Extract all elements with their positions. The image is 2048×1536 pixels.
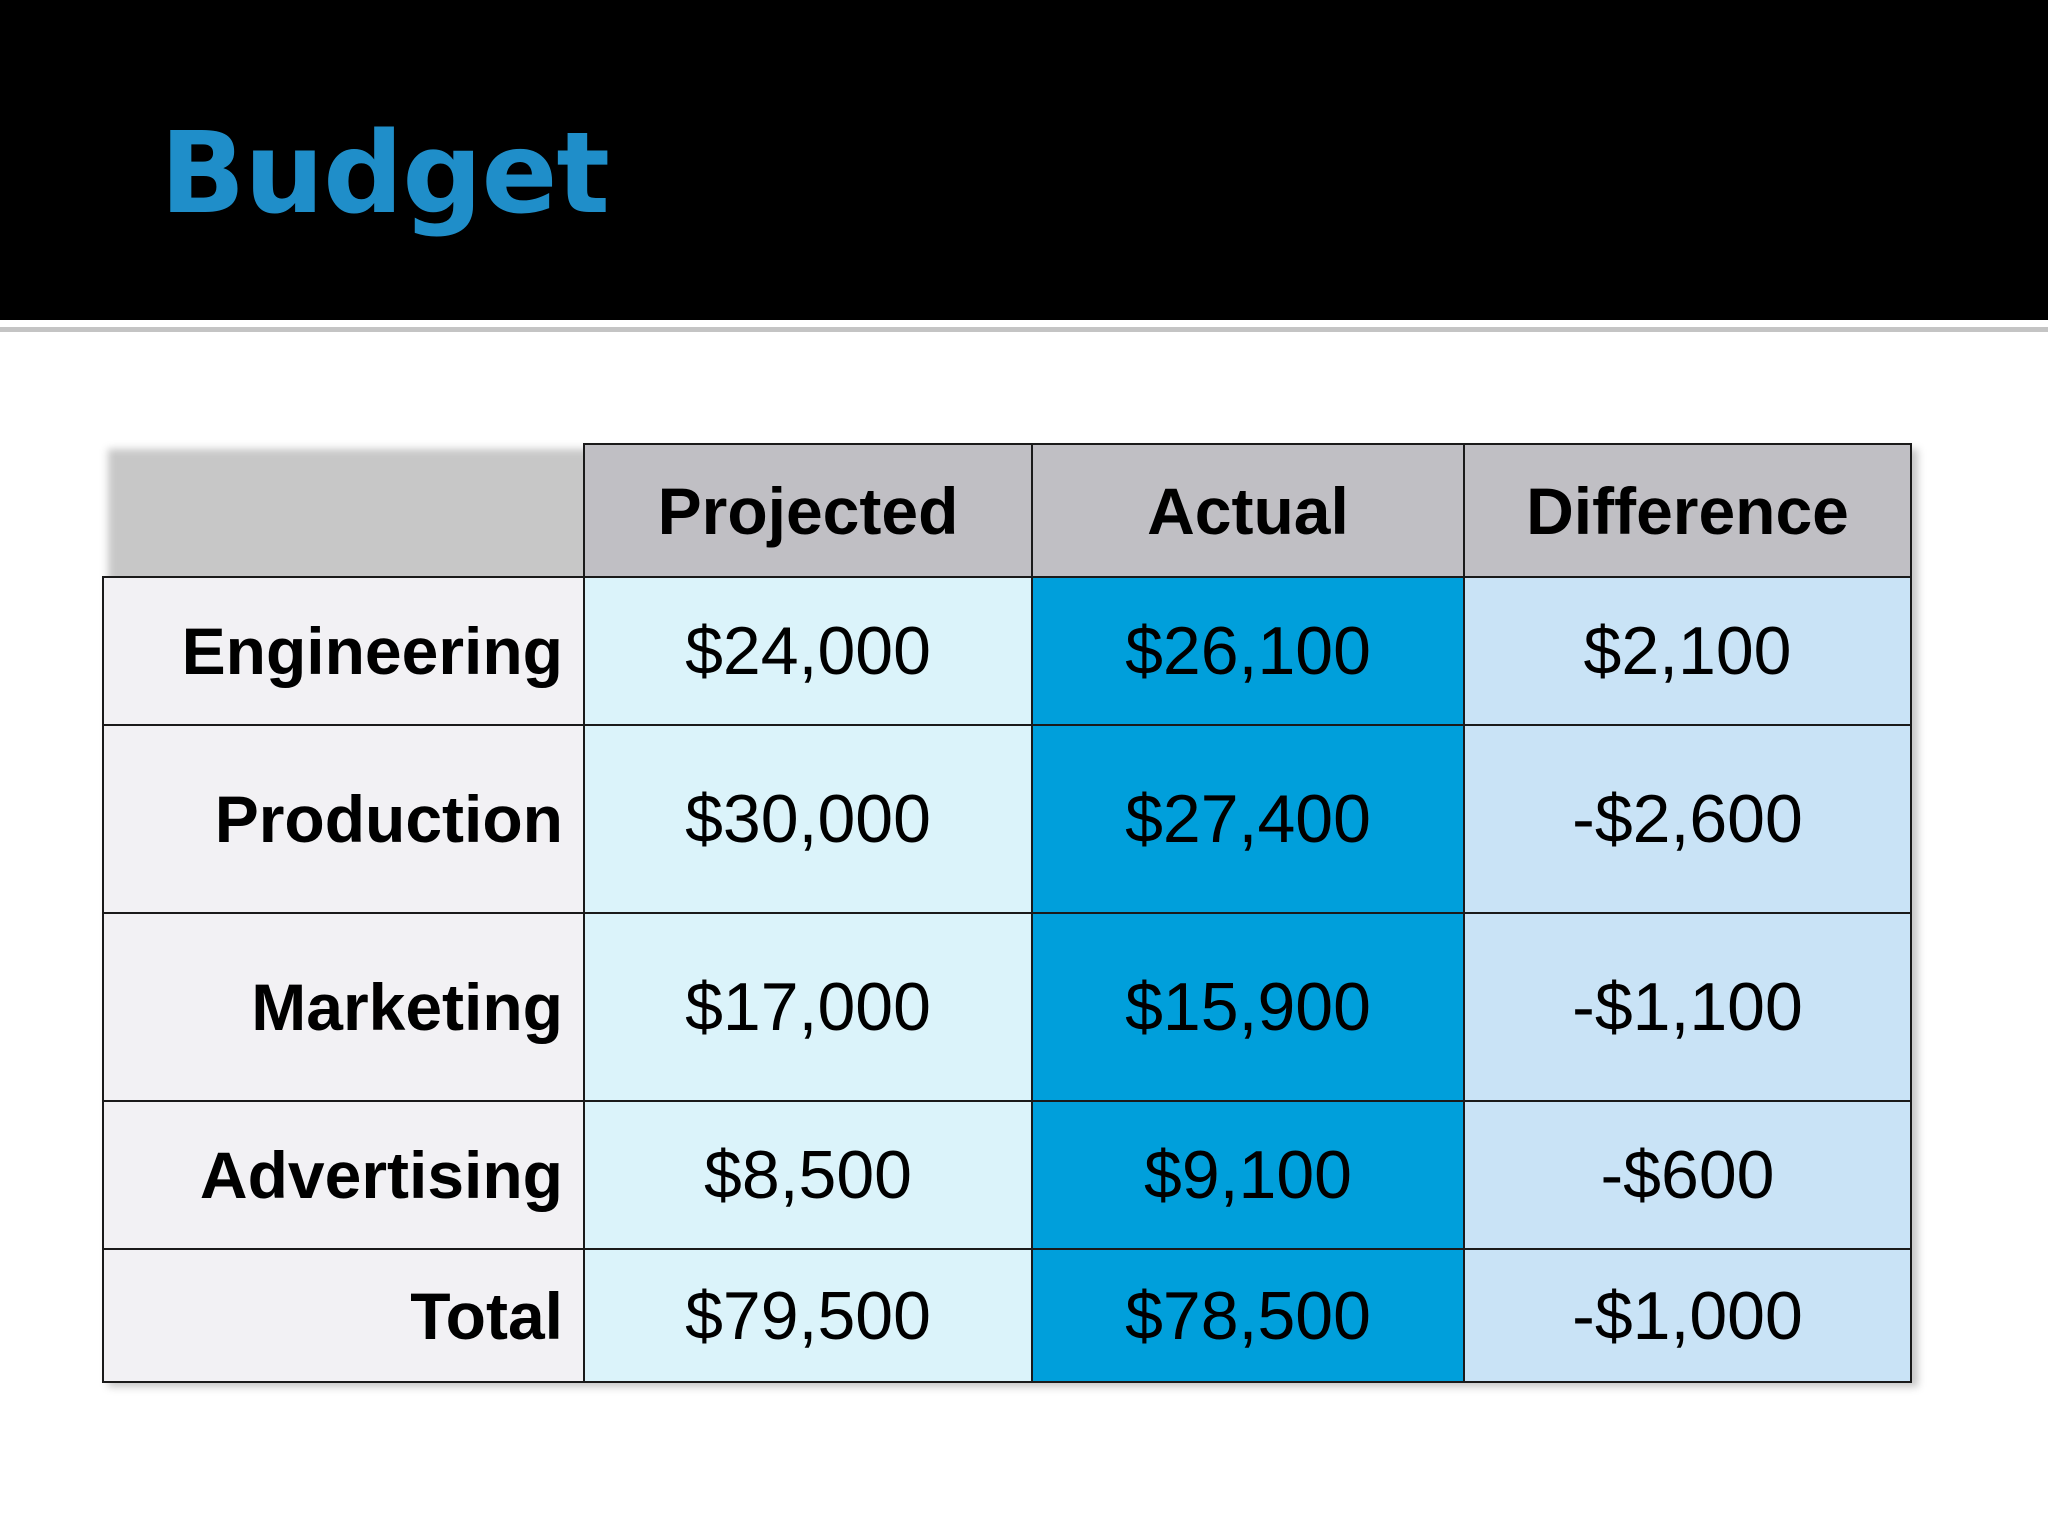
cell-production-difference: -$2,600 [1463, 724, 1912, 914]
cell-advertising-actual: $9,100 [1031, 1100, 1465, 1250]
cell-total-difference: -$1,000 [1463, 1248, 1912, 1383]
row-label-marketing: Marketing [102, 912, 585, 1102]
cell-engineering-difference: $2,100 [1463, 576, 1912, 726]
cell-engineering-projected: $24,000 [583, 576, 1033, 726]
cell-marketing-difference: -$1,100 [1463, 912, 1912, 1102]
cell-total-actual: $78,500 [1031, 1248, 1465, 1383]
cell-marketing-projected: $17,000 [583, 912, 1033, 1102]
cell-production-projected: $30,000 [583, 724, 1033, 914]
row-label-total: Total [102, 1248, 585, 1383]
title-divider [0, 327, 2048, 332]
row-label-advertising: Advertising [102, 1100, 585, 1250]
cell-production-actual: $27,400 [1031, 724, 1465, 914]
header-difference: Difference [1463, 443, 1912, 578]
header-projected: Projected [583, 443, 1033, 578]
row-label-engineering: Engineering [102, 576, 585, 726]
cell-engineering-actual: $26,100 [1031, 576, 1465, 726]
header-actual: Actual [1031, 443, 1465, 578]
title-bar [0, 0, 2048, 320]
cell-advertising-difference: -$600 [1463, 1100, 1912, 1250]
slide-title: Budget [160, 109, 610, 239]
row-label-production: Production [102, 724, 585, 914]
cell-total-projected: $79,500 [583, 1248, 1033, 1383]
cell-marketing-actual: $15,900 [1031, 912, 1465, 1102]
cell-advertising-projected: $8,500 [583, 1100, 1033, 1250]
